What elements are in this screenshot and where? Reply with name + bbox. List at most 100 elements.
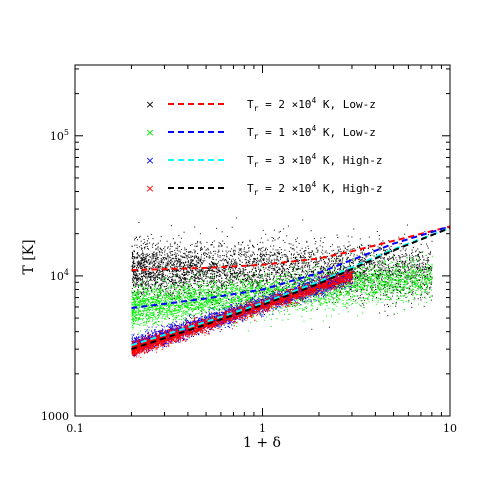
scatter-point bbox=[268, 286, 270, 288]
scatter-point bbox=[156, 257, 158, 259]
scatter-point bbox=[381, 260, 383, 262]
scatter-point bbox=[364, 252, 366, 254]
scatter-point bbox=[404, 277, 406, 279]
scatter-point bbox=[222, 269, 224, 271]
scatter-point bbox=[188, 263, 190, 265]
scatter-point bbox=[214, 281, 216, 282]
scatter-point bbox=[231, 286, 233, 288]
scatter-point bbox=[146, 274, 148, 276]
scatter-point bbox=[157, 266, 159, 268]
scatter-point bbox=[283, 264, 285, 266]
scatter-point bbox=[233, 280, 235, 282]
scatter-point bbox=[200, 307, 202, 309]
scatter-point bbox=[136, 273, 138, 275]
scatter-point bbox=[157, 242, 159, 244]
scatter-point bbox=[159, 252, 161, 254]
scatter-point bbox=[141, 257, 143, 259]
scatter-point bbox=[263, 258, 265, 260]
scatter-point bbox=[189, 272, 191, 273]
scatter-point bbox=[288, 267, 290, 269]
scatter-point bbox=[384, 287, 386, 289]
scatter-point bbox=[390, 270, 392, 272]
scatter-point bbox=[250, 256, 252, 257]
scatter-point bbox=[424, 296, 426, 298]
scatter-point bbox=[313, 262, 314, 264]
scatter-point bbox=[229, 267, 231, 269]
scatter-point bbox=[141, 285, 143, 287]
scatter-point bbox=[318, 260, 320, 262]
scatter-point bbox=[181, 256, 183, 258]
scatter-point bbox=[216, 280, 217, 281]
scatter-point bbox=[380, 278, 382, 280]
scatter-point bbox=[423, 271, 425, 273]
scatter-point bbox=[242, 278, 244, 280]
scatter-point bbox=[241, 254, 243, 255]
scatter-point bbox=[294, 283, 295, 285]
scatter-point bbox=[231, 226, 233, 228]
scatter-point bbox=[147, 235, 149, 237]
scatter-point bbox=[228, 291, 230, 293]
scatter-point bbox=[213, 246, 215, 248]
scatter-point bbox=[418, 251, 420, 253]
scatter-point bbox=[422, 268, 424, 270]
scatter-point bbox=[318, 273, 320, 275]
scatter-point bbox=[261, 256, 263, 258]
scatter-point bbox=[252, 272, 254, 274]
scatter-point bbox=[388, 258, 390, 260]
scatter-point bbox=[179, 241, 181, 243]
scatter-point bbox=[240, 244, 242, 246]
scatter-point bbox=[420, 279, 422, 281]
scatter-point bbox=[135, 276, 137, 278]
scatter-point bbox=[276, 264, 278, 265]
scatter-point bbox=[190, 265, 192, 267]
scatter-point bbox=[297, 261, 299, 263]
scatter-point bbox=[333, 290, 335, 292]
scatter-point bbox=[157, 312, 159, 314]
scatter-point bbox=[327, 255, 329, 257]
scatter-point bbox=[398, 290, 400, 292]
scatter-point bbox=[174, 261, 176, 263]
scatter-point bbox=[134, 238, 136, 239]
scatter-point bbox=[332, 256, 334, 258]
scatter-point bbox=[146, 278, 148, 280]
scatter-point bbox=[274, 253, 276, 255]
scatter-point bbox=[146, 280, 148, 282]
scatter-point bbox=[205, 274, 207, 276]
scatter-point bbox=[191, 272, 193, 274]
scatter-point bbox=[299, 280, 301, 282]
scatter-point bbox=[331, 302, 333, 304]
scatter-point bbox=[276, 318, 278, 320]
scatter-point bbox=[398, 284, 400, 286]
scatter-point bbox=[380, 268, 382, 270]
scatter-point bbox=[265, 275, 267, 277]
scatter-point bbox=[408, 267, 409, 269]
scatter-point bbox=[294, 263, 296, 265]
scatter-point bbox=[335, 301, 337, 303]
scatter-point bbox=[212, 280, 214, 282]
scatter-point bbox=[230, 276, 232, 278]
scatter-point bbox=[244, 247, 245, 249]
scatter-point bbox=[175, 276, 177, 278]
scatter-point bbox=[152, 290, 154, 292]
scatter-point bbox=[196, 290, 198, 291]
scatter-point bbox=[143, 272, 145, 274]
scatter-point bbox=[174, 241, 176, 243]
scatter-point bbox=[199, 294, 200, 296]
scatter-point bbox=[165, 266, 167, 268]
scatter-point bbox=[278, 252, 280, 254]
scatter-point bbox=[359, 297, 361, 298]
scatter-point bbox=[223, 260, 225, 262]
scatter-point bbox=[326, 252, 328, 254]
scatter-point bbox=[308, 248, 310, 250]
scatter-point bbox=[132, 261, 134, 263]
scatter-point bbox=[146, 246, 148, 247]
scatter-point bbox=[228, 277, 230, 279]
scatter-point bbox=[361, 293, 363, 295]
scatter-point bbox=[221, 245, 223, 247]
scatter-point bbox=[375, 289, 377, 290]
scatter-point bbox=[404, 269, 406, 271]
scatter-point bbox=[180, 278, 182, 280]
scatter-point bbox=[252, 245, 254, 247]
scatter-point bbox=[352, 248, 354, 250]
scatter-point bbox=[150, 277, 152, 279]
